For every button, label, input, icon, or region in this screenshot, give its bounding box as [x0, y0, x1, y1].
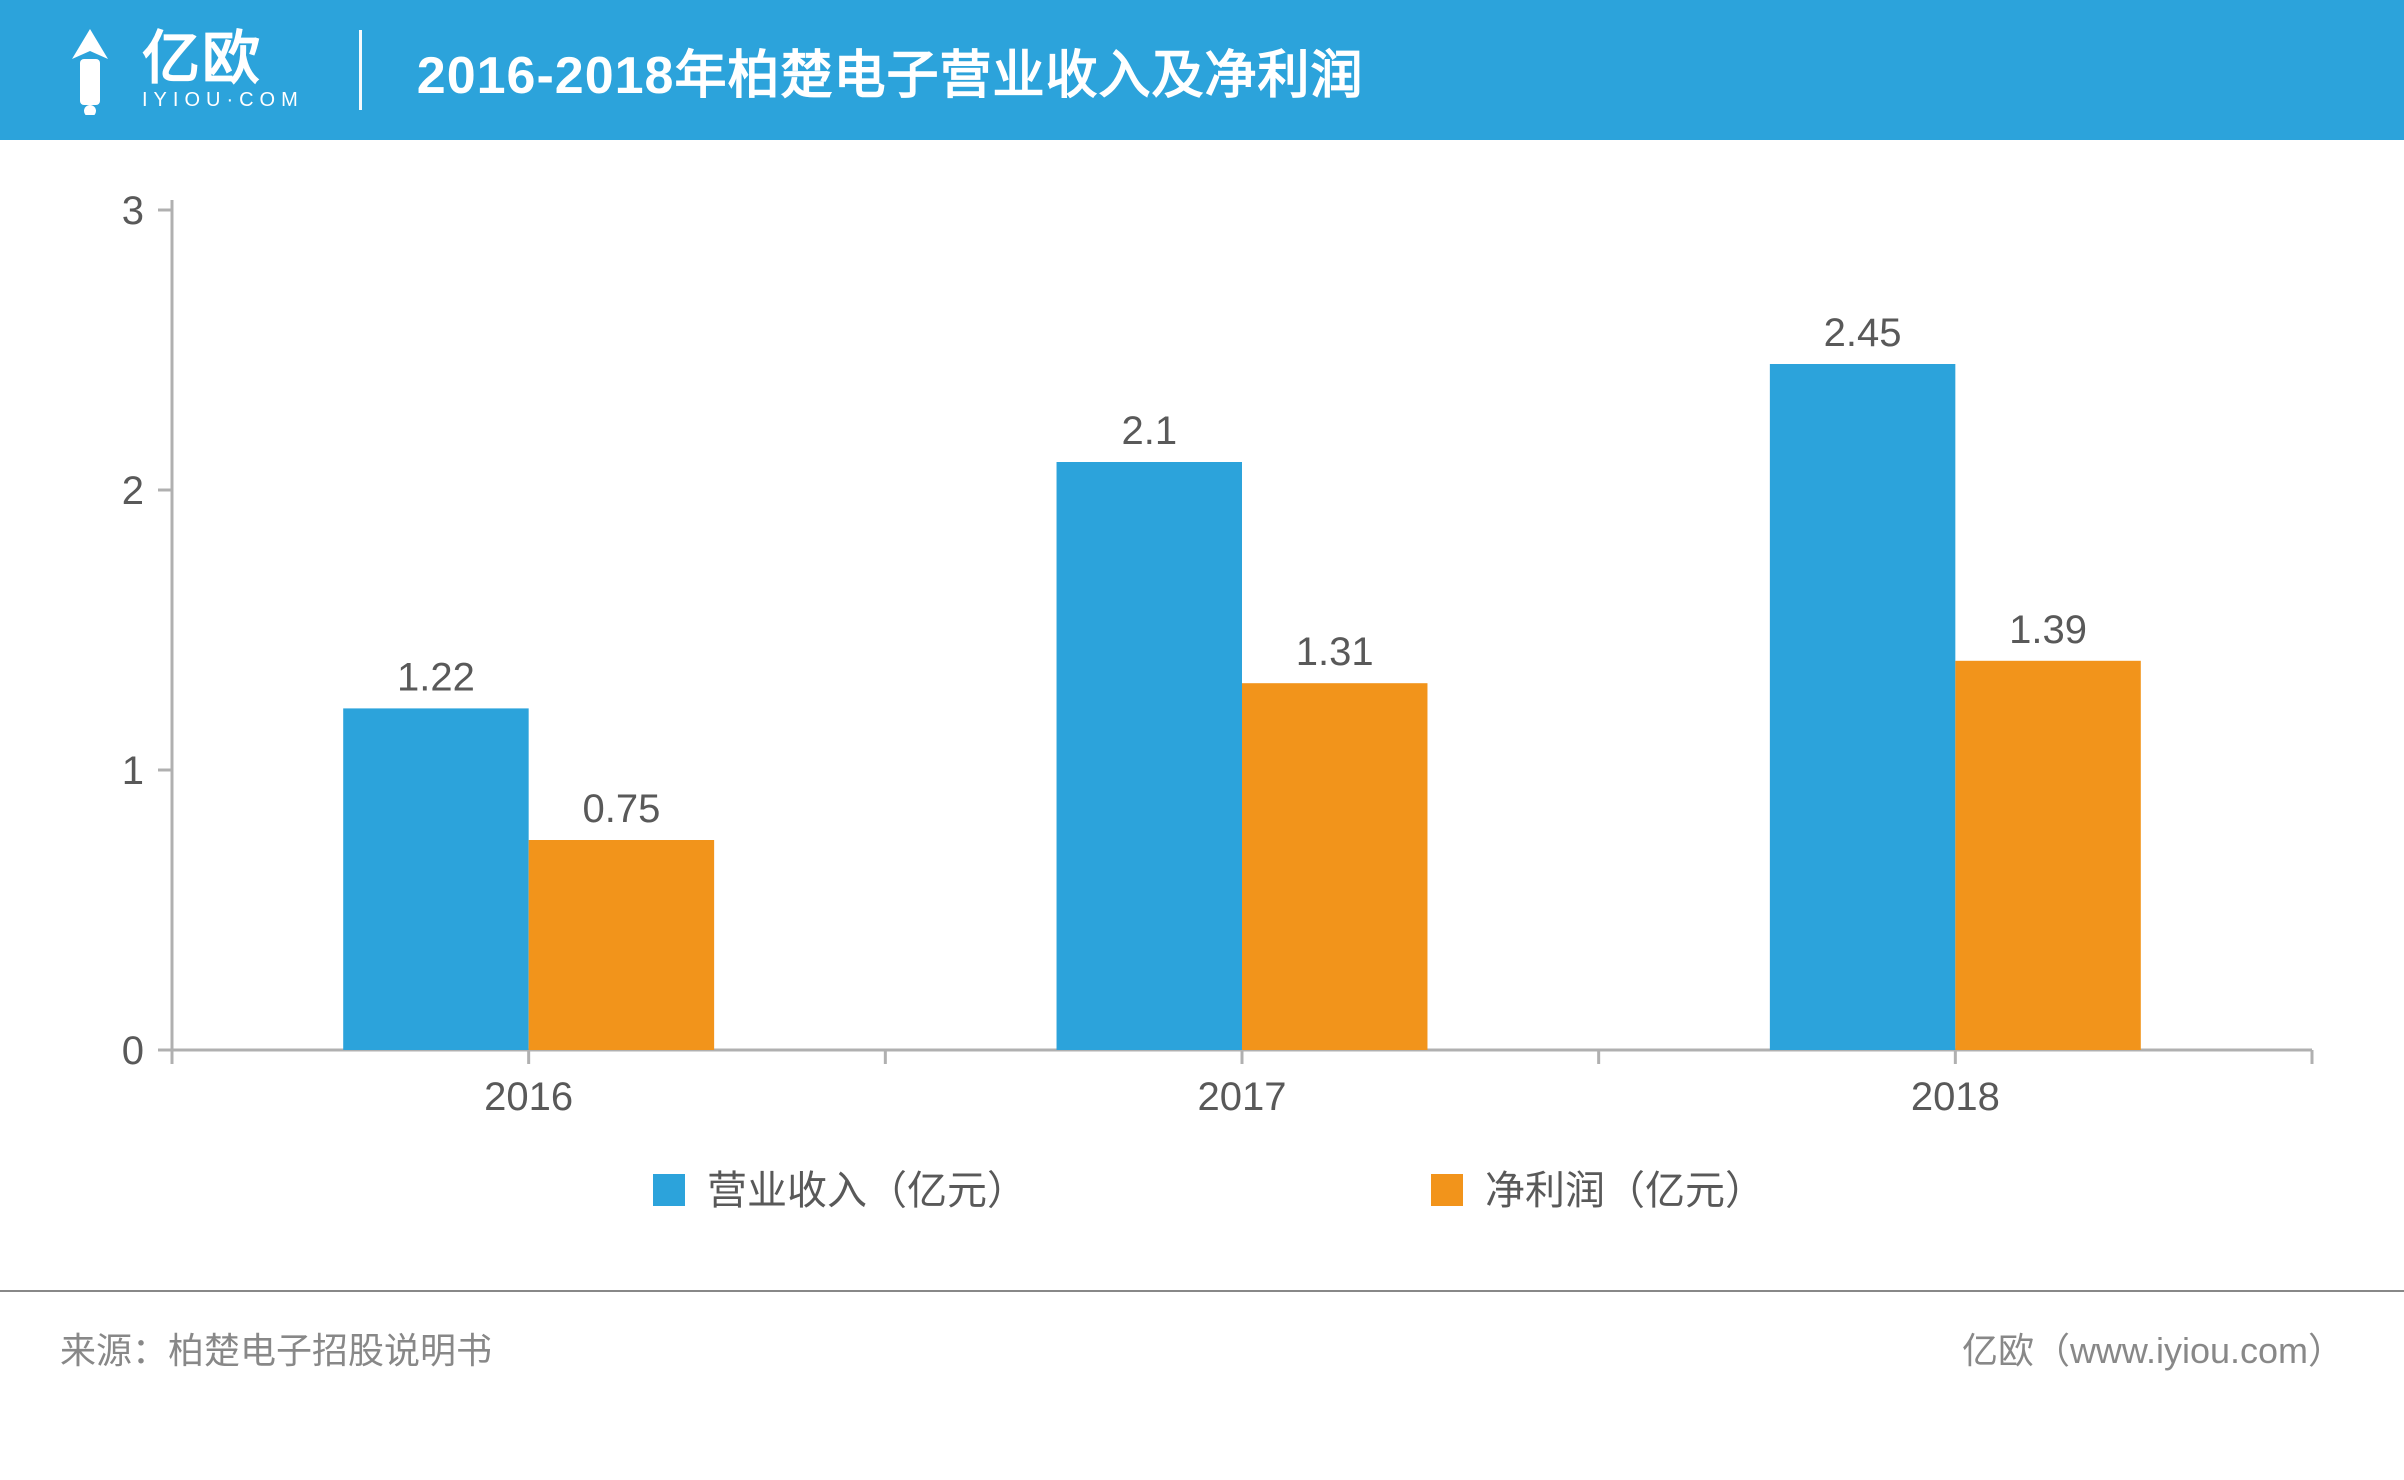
data-label: 2.45 — [1824, 311, 1902, 355]
bar — [1242, 683, 1427, 1050]
header-divider — [359, 30, 362, 110]
header-bar: 亿欧 IYIOU·COM 2016-2018年柏楚电子营业收入及净利润 — [0, 0, 2404, 140]
x-tick-label: 2016 — [484, 1075, 573, 1119]
legend-marker — [653, 1174, 685, 1206]
data-label: 1.31 — [1296, 630, 1374, 674]
legend-label: 营业收入（亿元） — [707, 1169, 1027, 1213]
data-label: 0.75 — [582, 787, 660, 831]
logo-en: IYIOU·COM — [142, 90, 304, 110]
logo-cn: 亿欧 — [142, 30, 304, 88]
x-tick-label: 2017 — [1198, 1075, 1287, 1119]
brand-label: 亿欧（www.iyiou.com） — [1962, 1322, 2344, 1374]
bar — [1057, 462, 1242, 1050]
y-tick-label: 3 — [122, 189, 144, 233]
bar — [1770, 364, 1955, 1050]
chart-container: 0 1 2 3 2016 1.22 0.75 2017 2.1 1.31 2018 2.45 1.39 营… — [0, 140, 2404, 1270]
data-label: 1.39 — [2009, 608, 2087, 652]
y-tick-label: 0 — [122, 1029, 144, 1073]
logo-text: 亿欧 IYIOU·COM — [142, 30, 304, 110]
legend-label: 净利润（亿元） — [1485, 1169, 1765, 1213]
data-label: 2.1 — [1121, 409, 1177, 453]
bar — [529, 840, 714, 1050]
footer: 来源：柏楚电子招股说明书 亿欧（www.iyiou.com） — [0, 1292, 2404, 1374]
legend-marker — [1431, 1174, 1463, 1206]
logo-icon — [50, 25, 130, 115]
y-tick-label: 2 — [122, 469, 144, 513]
data-label: 1.22 — [397, 655, 475, 699]
x-tick-label: 2018 — [1911, 1075, 2000, 1119]
bar-chart: 0 1 2 3 2016 1.22 0.75 2017 2.1 1.31 2018 2.45 1.39 营… — [70, 170, 2334, 1270]
y-tick-label: 1 — [122, 749, 144, 793]
bar — [343, 708, 528, 1050]
page-title: 2016-2018年柏楚电子营业收入及净利润 — [417, 33, 1364, 108]
source-label: 来源：柏楚电子招股说明书 — [60, 1322, 492, 1374]
bar — [1955, 661, 2140, 1050]
logo: 亿欧 IYIOU·COM — [50, 25, 304, 115]
